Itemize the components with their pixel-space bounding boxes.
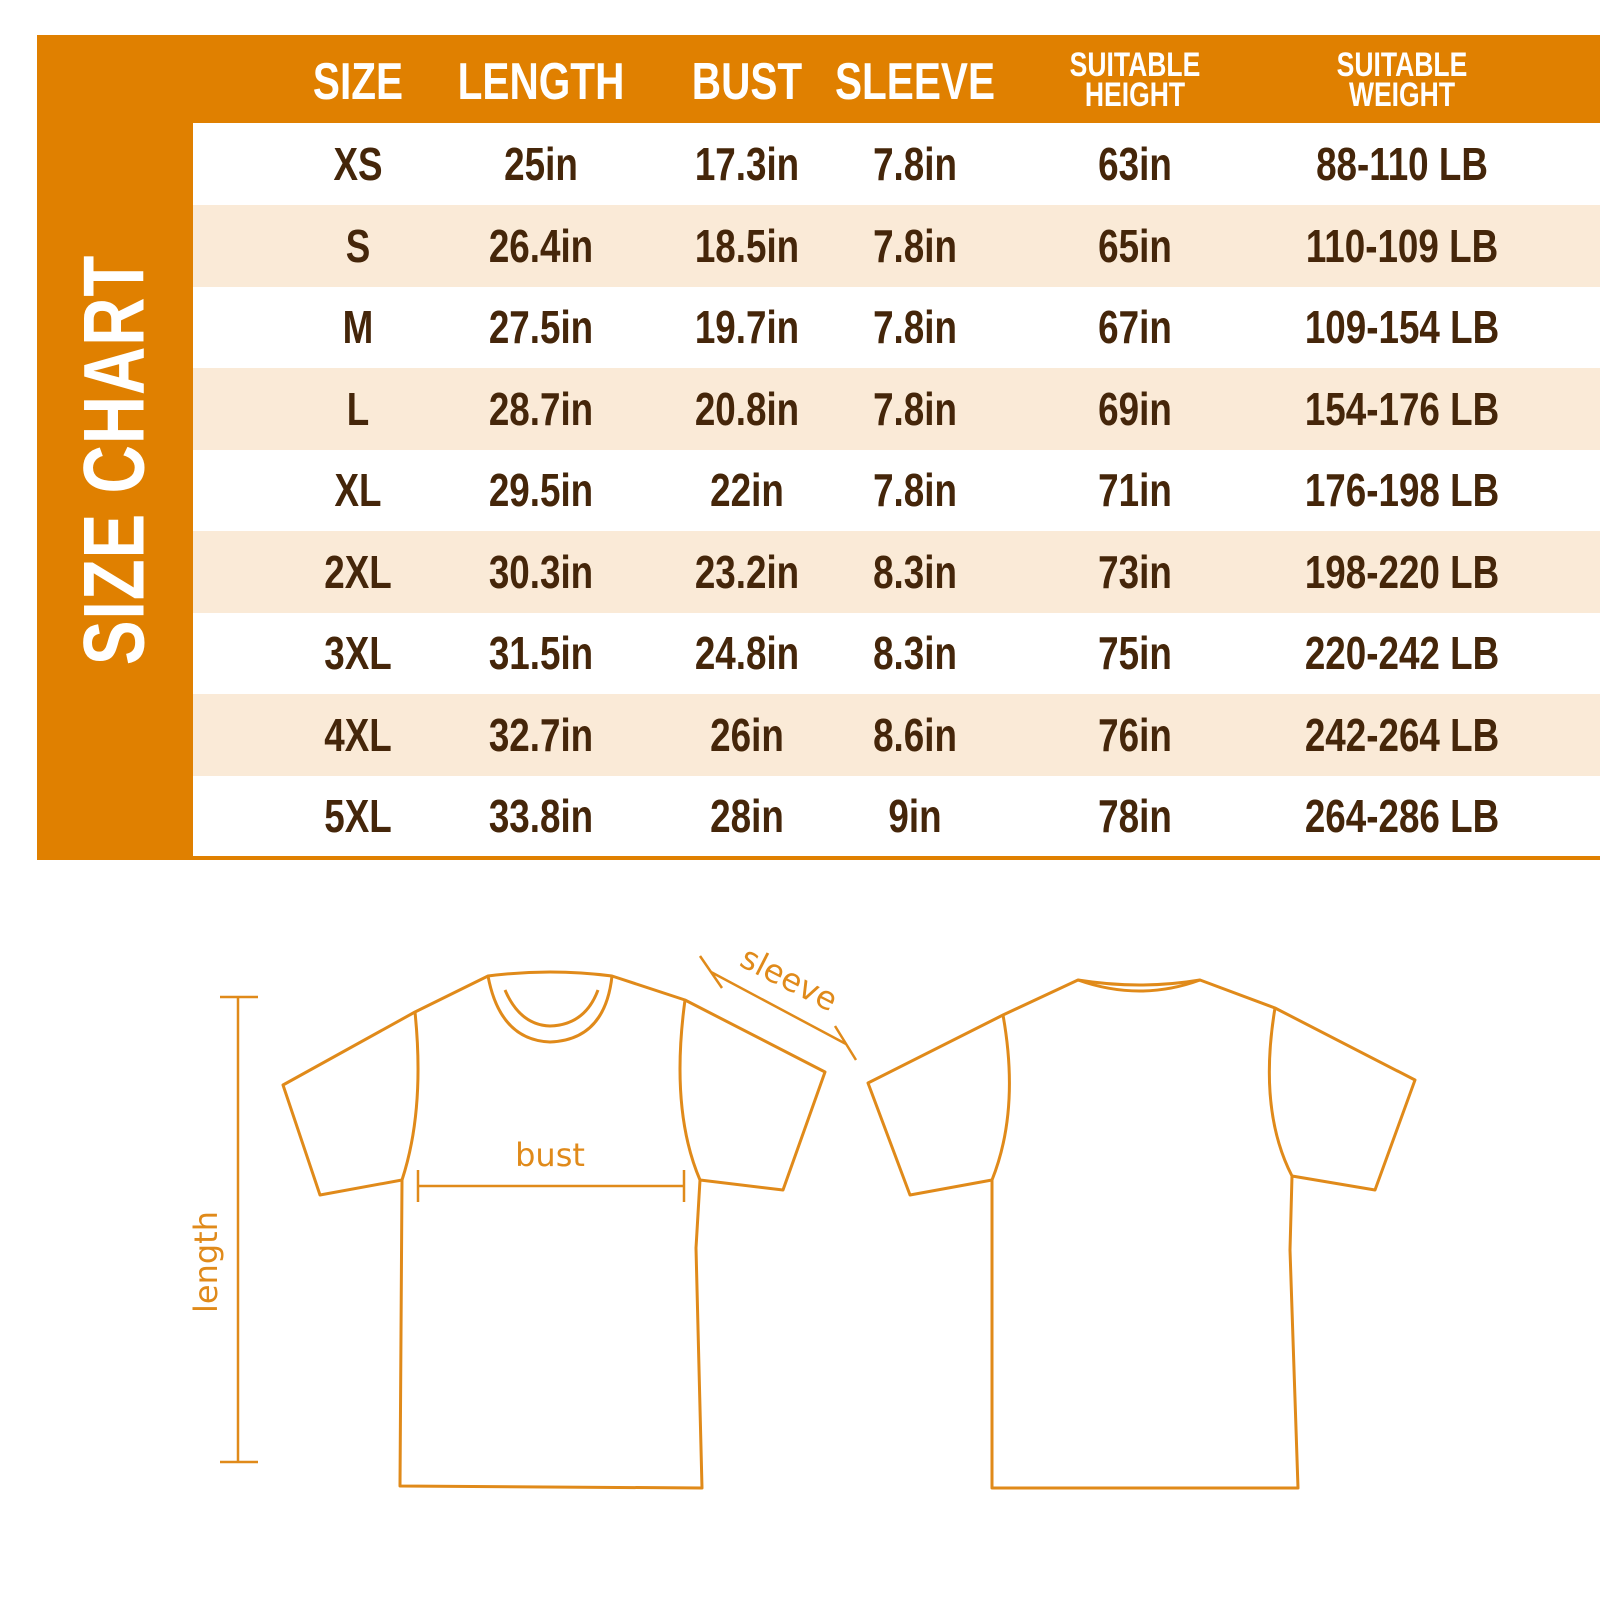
sleeve-label: sleeve: [734, 938, 844, 1019]
table-cell: 25in: [504, 138, 578, 190]
table-cell: 3XL: [324, 627, 392, 679]
table-cell: 30.3in: [488, 545, 594, 598]
table-cell: 154-176 LB: [1304, 382, 1500, 435]
table-cell: 2XL: [324, 545, 392, 598]
length-measure-line: [220, 995, 258, 1464]
table-cell: 28.7in: [488, 382, 594, 435]
table-row: 4XL 32.7in 26in 8.6in 76in 242-264 LB: [193, 693, 1600, 776]
size-table: XS 25in 17.3in 7.8in 63in 88-110 LB S 26.4in 18.…: [193, 123, 1600, 856]
table-cell: 198-220 LB: [1304, 545, 1500, 598]
table-cell: 18.5in: [694, 219, 800, 272]
table-cell: 26in: [710, 708, 784, 761]
table-cell: XL: [334, 464, 382, 516]
table-row: L 28.7in 20.8in 7.8in 69in 154-176 LB: [193, 367, 1600, 450]
front-collar: [486, 975, 614, 1044]
table-row: M 27.5in 19.7in 7.8in 67in 109-154 LB: [193, 286, 1600, 368]
front-tshirt-outline: [281, 970, 827, 1490]
table-cell: 8.3in: [873, 545, 957, 598]
table-cell: 7.8in: [873, 382, 957, 435]
table-cell: 33.8in: [488, 790, 594, 842]
table-cell: 9in: [888, 790, 942, 842]
table-cell: 29.5in: [488, 464, 594, 516]
table-cell: 71in: [1098, 464, 1172, 516]
table-cell: 23.2in: [694, 545, 800, 598]
table-cell: 176-198 LB: [1304, 464, 1500, 516]
table-cell: 78in: [1098, 790, 1172, 842]
table-cell: 110-109 LB: [1305, 219, 1499, 272]
table-row: S 26.4in 18.5in 7.8in 65in 110-109 LB: [193, 204, 1600, 287]
table-cell: S: [345, 219, 371, 272]
table-cell: 63in: [1098, 138, 1172, 190]
table-cell: 109-154 LB: [1304, 301, 1500, 353]
bust-label: bust: [515, 1136, 585, 1174]
table-cell: 17.3in: [694, 138, 800, 190]
table-row: XL 29.5in 22in 7.8in 71in 176-198 LB: [193, 449, 1600, 531]
table-cell: 65in: [1098, 219, 1172, 272]
table-cell: 22in: [710, 464, 784, 516]
table-cell: 27.5in: [488, 301, 594, 353]
table-cell: 88-110 LB: [1316, 138, 1488, 190]
table-row: 3XL 31.5in 24.8in 8.3in 75in 220-242 LB: [193, 612, 1600, 694]
bust-measure-line: [416, 1170, 686, 1202]
table-cell: 7.8in: [873, 219, 957, 272]
table-cell: L: [346, 382, 370, 435]
table-cell: 75in: [1098, 627, 1172, 679]
table-cell: 7.8in: [873, 301, 957, 353]
table-cell: 24.8in: [694, 627, 800, 679]
table-cell: 8.6in: [873, 708, 957, 761]
table-cell: 69in: [1098, 382, 1172, 435]
back-tshirt-outline: [866, 978, 1417, 1490]
table-cell: 31.5in: [488, 627, 594, 679]
table-cell: 19.7in: [694, 301, 800, 353]
table-row: 5XL 33.8in 28in 9in 78in 264-286 LB: [193, 775, 1600, 857]
table-cell: 67in: [1098, 301, 1172, 353]
table-cell: 73in: [1098, 545, 1172, 598]
length-label: length: [187, 1211, 225, 1313]
table-cell: XS: [333, 138, 383, 190]
column-header: SUITABLE WEIGHT: [1336, 46, 1468, 114]
table-cell: 7.8in: [873, 464, 957, 516]
table-cell: 4XL: [324, 708, 392, 761]
column-header: SUITABLE HEIGHT: [1069, 46, 1201, 114]
table-cell: 5XL: [324, 790, 392, 842]
table-row: XS 25in 17.3in 7.8in 63in 88-110 LB: [193, 123, 1600, 205]
table-cell: 28in: [710, 790, 784, 842]
table-cell: 7.8in: [873, 138, 957, 190]
table-cell: M: [342, 301, 374, 353]
table-cell: 26.4in: [488, 219, 594, 272]
table-cell: 76in: [1098, 708, 1172, 761]
table-cell: 264-286 LB: [1304, 790, 1500, 842]
sleeve-measure-line: [698, 955, 858, 1061]
table-cell: 242-264 LB: [1304, 708, 1500, 761]
table-cell: 32.7in: [488, 708, 594, 761]
table-cell: 20.8in: [694, 382, 800, 435]
table-row: 2XL 30.3in 23.2in 8.3in 73in 198-220 LB: [193, 530, 1600, 613]
table-cell: 8.3in: [873, 627, 957, 679]
table-cell: 220-242 LB: [1304, 627, 1500, 679]
